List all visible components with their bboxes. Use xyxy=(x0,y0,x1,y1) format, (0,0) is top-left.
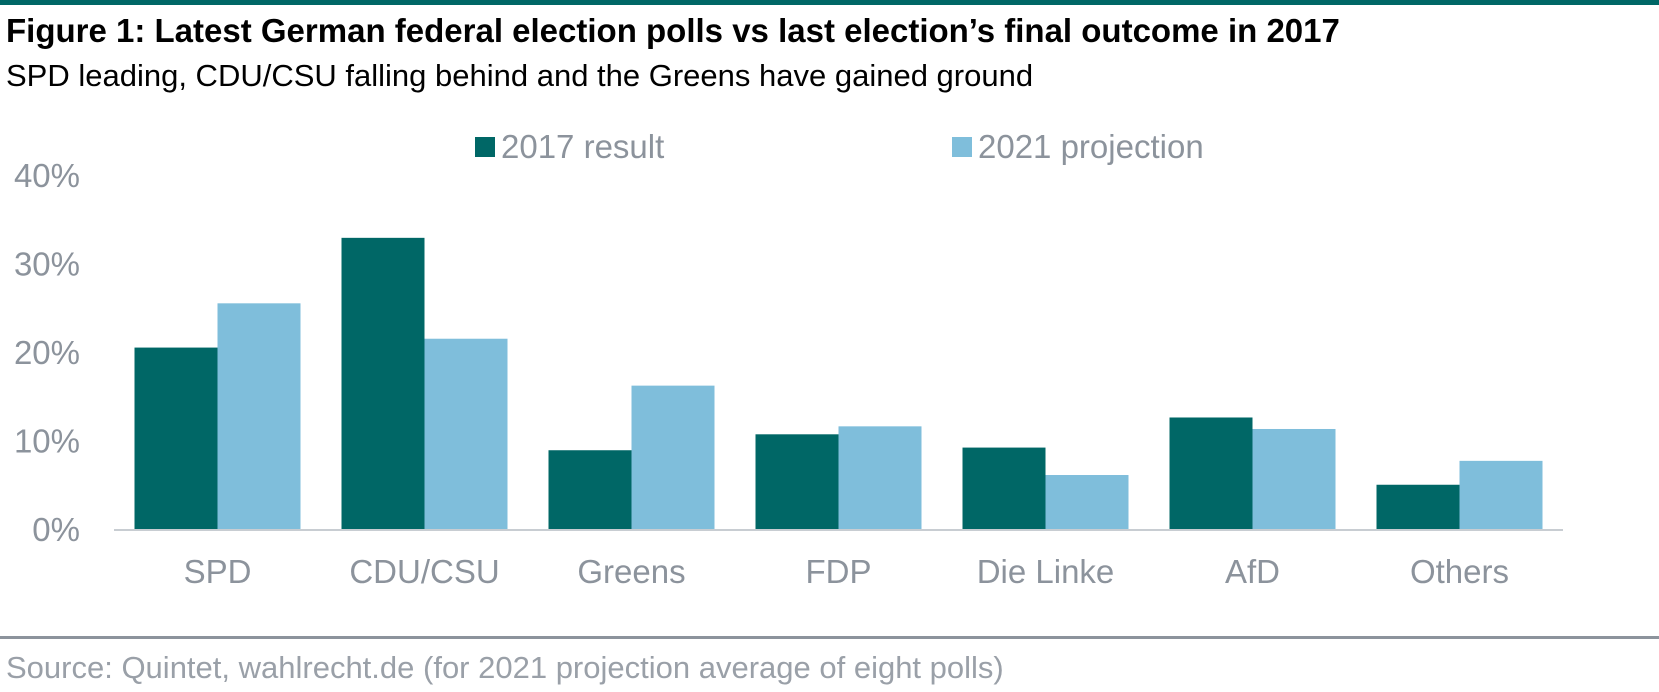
legend-swatch xyxy=(952,137,972,157)
x-tick-label: CDU/CSU xyxy=(349,553,499,590)
bar-2017-result xyxy=(548,450,632,529)
bar-2021-projection xyxy=(631,385,715,529)
y-tick-label: 0% xyxy=(32,511,80,548)
bar-2021-projection xyxy=(1459,460,1543,529)
bottom-rule xyxy=(0,636,1659,639)
x-tick-label: AfD xyxy=(1225,553,1280,590)
bar-2017-result xyxy=(134,347,218,529)
y-tick-label: 20% xyxy=(14,334,80,371)
bar-chart: 0% 10% 20% 30% 40% SPD CDU/CSU Greens FDP Die Lin… xyxy=(14,128,1563,590)
bar-2021-projection xyxy=(1252,428,1336,529)
figure-title: Figure 1: Latest German federal election… xyxy=(6,12,1340,49)
y-tick-label: 40% xyxy=(14,157,80,194)
x-tick-label: Die Linke xyxy=(977,553,1115,590)
x-tick-label: SPD xyxy=(184,553,252,590)
x-tick-label: FDP xyxy=(806,553,872,590)
bar-2017-result xyxy=(1376,484,1460,529)
y-tick-label: 30% xyxy=(14,246,80,283)
legend-label: 2021 projection xyxy=(978,128,1204,165)
bar-2017-result xyxy=(1169,417,1253,529)
bar-2021-projection xyxy=(424,338,508,529)
legend-swatch xyxy=(475,137,495,157)
source-note: Source: Quintet, wahlrecht.de (for 2021 … xyxy=(6,650,1004,685)
figure-subtitle: SPD leading, CDU/CSU falling behind and … xyxy=(6,58,1034,93)
bar-2017-result xyxy=(755,434,839,529)
bar-2021-projection xyxy=(1045,475,1129,529)
top-accent-rule xyxy=(0,0,1659,5)
x-tick-label: Others xyxy=(1410,553,1509,590)
bar-2017-result xyxy=(962,447,1046,529)
y-tick-label: 10% xyxy=(14,423,80,460)
x-tick-label: Greens xyxy=(577,553,685,590)
bar-2021-projection xyxy=(838,426,922,529)
legend-label: 2017 result xyxy=(501,128,664,165)
bar-2017-result xyxy=(341,237,425,529)
bar-2021-projection xyxy=(217,303,301,529)
